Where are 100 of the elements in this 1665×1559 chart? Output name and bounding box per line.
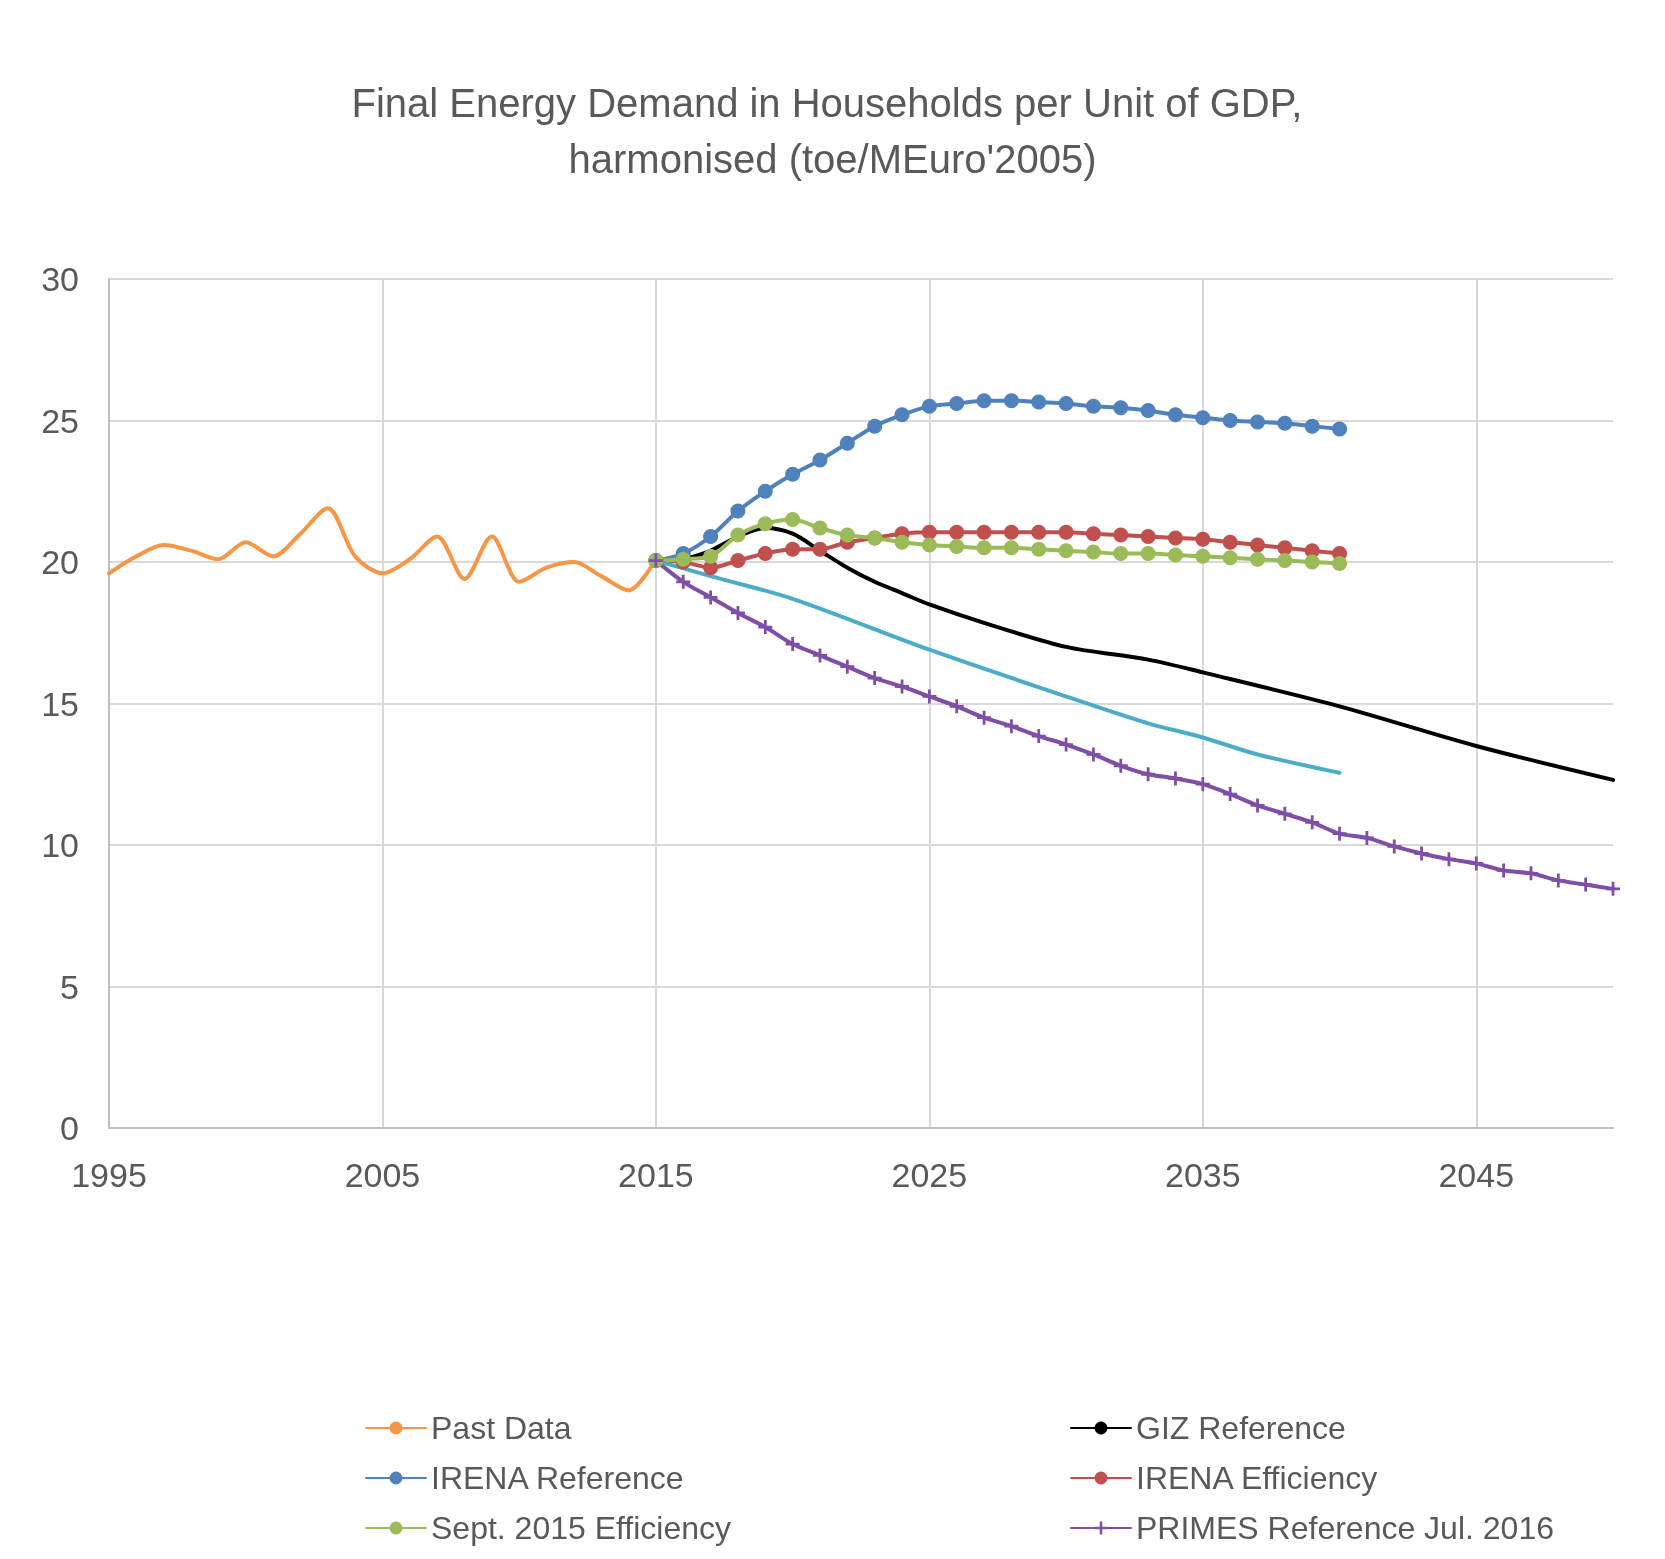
point (839, 435, 855, 451)
legend-label: PRIMES Reference Jul. 2016 (1136, 1510, 1554, 1546)
point (1167, 407, 1183, 423)
y-tick-label: 10 (41, 826, 79, 864)
y-tick-label: 5 (60, 967, 79, 1006)
point (1578, 877, 1593, 892)
point (1167, 547, 1183, 563)
y-tick-label: 15 (41, 684, 79, 723)
y-tick-label: 30 (41, 260, 79, 298)
point (1058, 543, 1074, 559)
point (1031, 524, 1047, 540)
point (1523, 866, 1538, 881)
point (921, 398, 937, 414)
point (949, 396, 965, 412)
point (1085, 398, 1101, 414)
point (1222, 413, 1238, 428)
legend-label: IRENA Reference (431, 1460, 684, 1496)
point (949, 699, 964, 714)
point (1551, 873, 1566, 888)
legend-label: Past Data (431, 1410, 572, 1446)
point (1223, 787, 1238, 802)
point (1195, 777, 1210, 792)
point (703, 548, 719, 564)
y-tick-label: 0 (60, 1109, 79, 1147)
point (1441, 852, 1456, 867)
point (1250, 798, 1265, 813)
point (1031, 541, 1047, 557)
point (1195, 410, 1211, 426)
point (867, 418, 883, 434)
point (1195, 548, 1211, 564)
point (1167, 530, 1183, 546)
point (839, 527, 855, 543)
legend-label: IRENA Efficiency (1136, 1460, 1378, 1496)
point (785, 466, 801, 482)
x-tick-label: 2005 (344, 1156, 421, 1194)
y-tick-label: 20 (41, 543, 79, 581)
point (812, 520, 828, 536)
point (1250, 551, 1266, 567)
point (730, 553, 746, 569)
point (867, 671, 882, 686)
point (1003, 524, 1019, 540)
point (1141, 767, 1156, 782)
point (895, 679, 910, 694)
point (1003, 393, 1019, 409)
point (1031, 394, 1047, 410)
point (1058, 524, 1074, 540)
point (1113, 758, 1128, 773)
point (1140, 529, 1156, 545)
point (894, 407, 910, 423)
point (1195, 531, 1211, 547)
point (1359, 830, 1374, 845)
point (812, 452, 828, 468)
point (1140, 403, 1156, 419)
point (1113, 527, 1129, 543)
point (1332, 555, 1348, 571)
point (1168, 771, 1183, 786)
point (1606, 881, 1620, 896)
point (949, 524, 965, 540)
point (1250, 414, 1266, 430)
point (1113, 546, 1129, 562)
x-tick-label: 2035 (1165, 1156, 1241, 1194)
point (1277, 806, 1292, 821)
point (785, 512, 801, 528)
point (1305, 815, 1320, 830)
point (1250, 537, 1266, 553)
point (758, 620, 773, 635)
point (976, 393, 992, 409)
point (730, 503, 746, 519)
point (921, 537, 937, 553)
point (1113, 400, 1129, 416)
point (1222, 534, 1238, 550)
point (921, 524, 937, 540)
point (1058, 396, 1074, 412)
point (1085, 544, 1101, 560)
point (1332, 826, 1347, 841)
point (1085, 526, 1101, 542)
point (894, 534, 910, 550)
y-tick-label: 25 (41, 401, 79, 440)
point (1496, 863, 1511, 878)
point (949, 538, 965, 554)
point (1277, 415, 1293, 431)
point (1387, 839, 1402, 854)
point (703, 529, 719, 545)
point (1414, 846, 1429, 861)
point (812, 648, 827, 663)
point (976, 524, 992, 540)
legend-label: GIZ Reference (1136, 1410, 1346, 1446)
point (922, 689, 937, 704)
point (1304, 554, 1320, 570)
point (1003, 540, 1019, 556)
point (730, 527, 746, 543)
point (977, 710, 992, 725)
x-tick-label: 2015 (618, 1156, 694, 1194)
point (785, 541, 801, 557)
point (1222, 550, 1238, 566)
point (812, 541, 828, 557)
point (785, 637, 800, 652)
point (703, 590, 718, 605)
point (1277, 553, 1293, 569)
point (757, 546, 773, 562)
